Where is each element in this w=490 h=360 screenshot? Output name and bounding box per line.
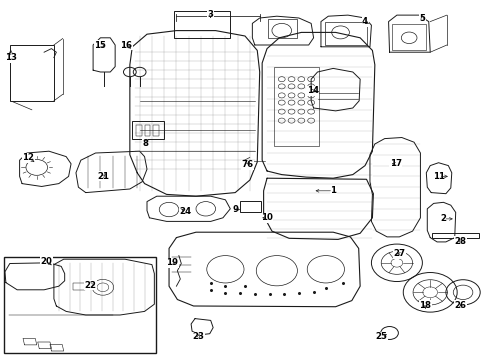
Bar xyxy=(325,22,367,45)
Text: 16: 16 xyxy=(121,40,132,49)
Bar xyxy=(392,24,426,50)
Text: 26: 26 xyxy=(455,301,466,310)
Bar xyxy=(4,257,156,353)
Bar xyxy=(136,125,142,136)
Bar xyxy=(10,45,54,101)
Bar xyxy=(153,125,159,136)
Text: 11: 11 xyxy=(433,172,444,181)
Text: 14: 14 xyxy=(307,86,318,95)
Text: 4: 4 xyxy=(362,17,368,26)
Bar xyxy=(73,283,85,290)
Text: 20: 20 xyxy=(41,256,52,265)
Bar xyxy=(268,19,297,38)
Bar xyxy=(145,125,150,136)
Text: 25: 25 xyxy=(375,332,387,341)
Bar xyxy=(174,11,230,38)
Text: 1: 1 xyxy=(330,186,336,195)
Text: 3: 3 xyxy=(208,10,214,19)
Text: 8: 8 xyxy=(142,139,148,148)
Text: 76: 76 xyxy=(242,161,253,169)
Text: 21: 21 xyxy=(97,172,109,181)
Text: 12: 12 xyxy=(23,153,34,162)
Text: 9: 9 xyxy=(233,205,239,214)
Bar xyxy=(240,201,261,212)
Bar xyxy=(274,67,318,146)
Text: 28: 28 xyxy=(455,237,466,246)
Text: 15: 15 xyxy=(95,40,106,49)
Bar xyxy=(132,121,164,139)
Text: 18: 18 xyxy=(419,301,431,310)
Text: 5: 5 xyxy=(419,14,425,23)
Text: 10: 10 xyxy=(261,213,273,222)
Text: 23: 23 xyxy=(193,332,204,341)
Text: 19: 19 xyxy=(167,258,178,267)
Text: 2: 2 xyxy=(441,214,446,223)
Bar xyxy=(432,233,479,238)
Text: 24: 24 xyxy=(179,207,191,216)
Text: 27: 27 xyxy=(393,249,405,258)
Text: 13: 13 xyxy=(5,53,17,62)
Text: 17: 17 xyxy=(390,159,402,168)
Text: 22: 22 xyxy=(85,281,97,289)
